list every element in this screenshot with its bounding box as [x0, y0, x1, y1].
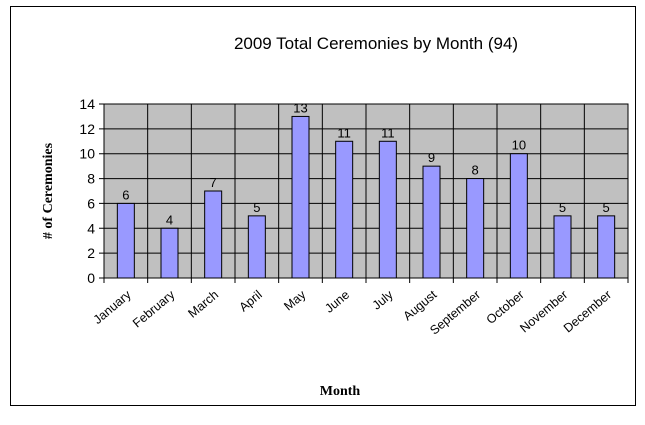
bar-march [204, 190, 223, 279]
y-axis-ticks: 0 2 4 6 8 10 12 14 [79, 96, 95, 286]
bar-november [553, 215, 572, 279]
bar-august [422, 165, 441, 279]
y-tick-label: 8 [87, 171, 95, 187]
data-label: 5 [253, 200, 260, 215]
bars [116, 115, 616, 279]
x-tick-label: February [130, 287, 178, 330]
data-label: 7 [210, 175, 217, 190]
bar-april [247, 215, 266, 279]
y-tick-label: 12 [79, 121, 95, 137]
data-label: 9 [428, 150, 435, 165]
bar-december [597, 215, 616, 279]
gridlines [99, 103, 629, 283]
x-axis-title: Month [320, 384, 361, 399]
data-label: 6 [122, 187, 129, 202]
x-tick-label: January [91, 287, 135, 327]
y-tick-label: 2 [87, 245, 95, 261]
bar-october [509, 153, 528, 279]
data-label: 5 [559, 200, 566, 215]
data-label: 11 [337, 125, 351, 140]
chart-title: 2009 Total Ceremonies by Month (94) [234, 34, 518, 53]
data-label: 13 [293, 100, 307, 115]
x-tick-label: November [517, 288, 570, 336]
bar-january [116, 202, 135, 279]
bar-july [378, 140, 397, 279]
data-labels: 6 4 7 5 13 11 11 9 8 10 5 5 [122, 100, 610, 227]
bar-september [466, 178, 485, 279]
data-label: 5 [603, 200, 610, 215]
data-label: 8 [472, 163, 479, 178]
data-label: 10 [512, 138, 526, 153]
x-tick-label: August [401, 287, 440, 323]
y-tick-label: 14 [79, 96, 95, 112]
y-tick-label: 0 [87, 270, 95, 286]
y-tick-label: 4 [87, 220, 95, 236]
data-label: 11 [381, 125, 395, 140]
x-tick-label: December [561, 288, 614, 336]
x-tick-label: May [281, 287, 309, 313]
data-label: 4 [166, 212, 173, 227]
bar-june [335, 140, 354, 279]
y-tick-label: 10 [79, 146, 95, 162]
y-axis-title: # of Ceremonies [41, 142, 56, 239]
x-tick-label: July [370, 287, 397, 312]
bar-may [291, 115, 310, 279]
x-tick-label: June [322, 288, 352, 316]
x-tick-label: March [185, 288, 221, 321]
y-tick-label: 6 [87, 195, 95, 211]
bar-february [160, 227, 179, 279]
x-tick-label: April [237, 288, 265, 315]
